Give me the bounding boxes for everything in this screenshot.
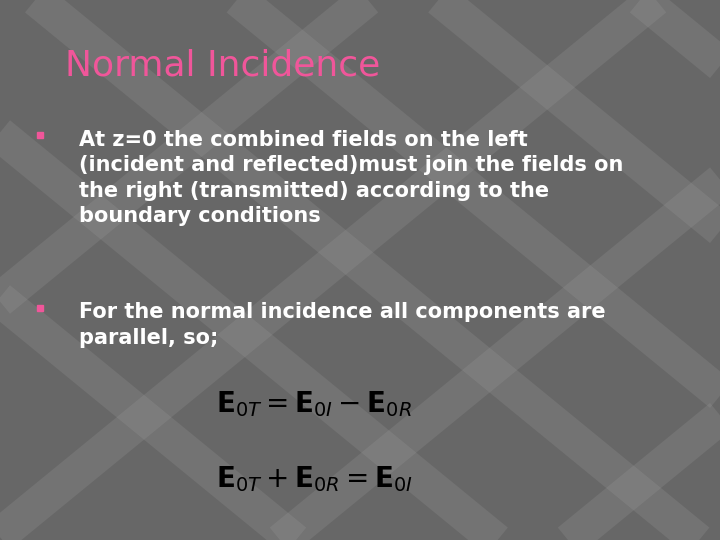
Text: At z=0 the combined fields on the left
(incident and reflected)must join the fie: At z=0 the combined fields on the left (… bbox=[79, 130, 624, 226]
Text: $\mathbf{E}_{0T} = \mathbf{E}_{0I} - \mathbf{E}_{0R}$: $\mathbf{E}_{0T} = \mathbf{E}_{0I} - \ma… bbox=[216, 389, 412, 419]
Text: Normal Incidence: Normal Incidence bbox=[65, 49, 380, 83]
Text: For the normal incidence all components are
parallel, so;: For the normal incidence all components … bbox=[79, 302, 606, 348]
Text: $\mathbf{E}_{0T} + \mathbf{E}_{0R} = \mathbf{E}_{0I}$: $\mathbf{E}_{0T} + \mathbf{E}_{0R} = \ma… bbox=[216, 464, 413, 494]
